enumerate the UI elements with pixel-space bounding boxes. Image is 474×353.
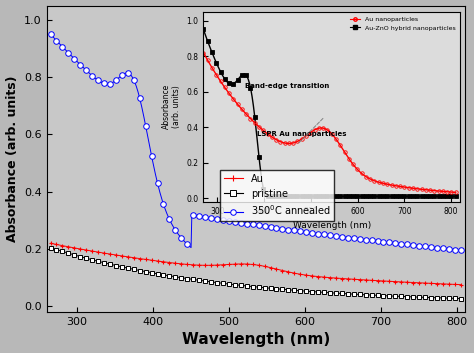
X-axis label: Wavelength (nm): Wavelength (nm) [182,333,330,347]
Y-axis label: Absorbance (arb. units): Absorbance (arb. units) [6,76,18,242]
Legend: Au, pristine, 350$^0$C annealed: Au, pristine, 350$^0$C annealed [220,170,334,221]
